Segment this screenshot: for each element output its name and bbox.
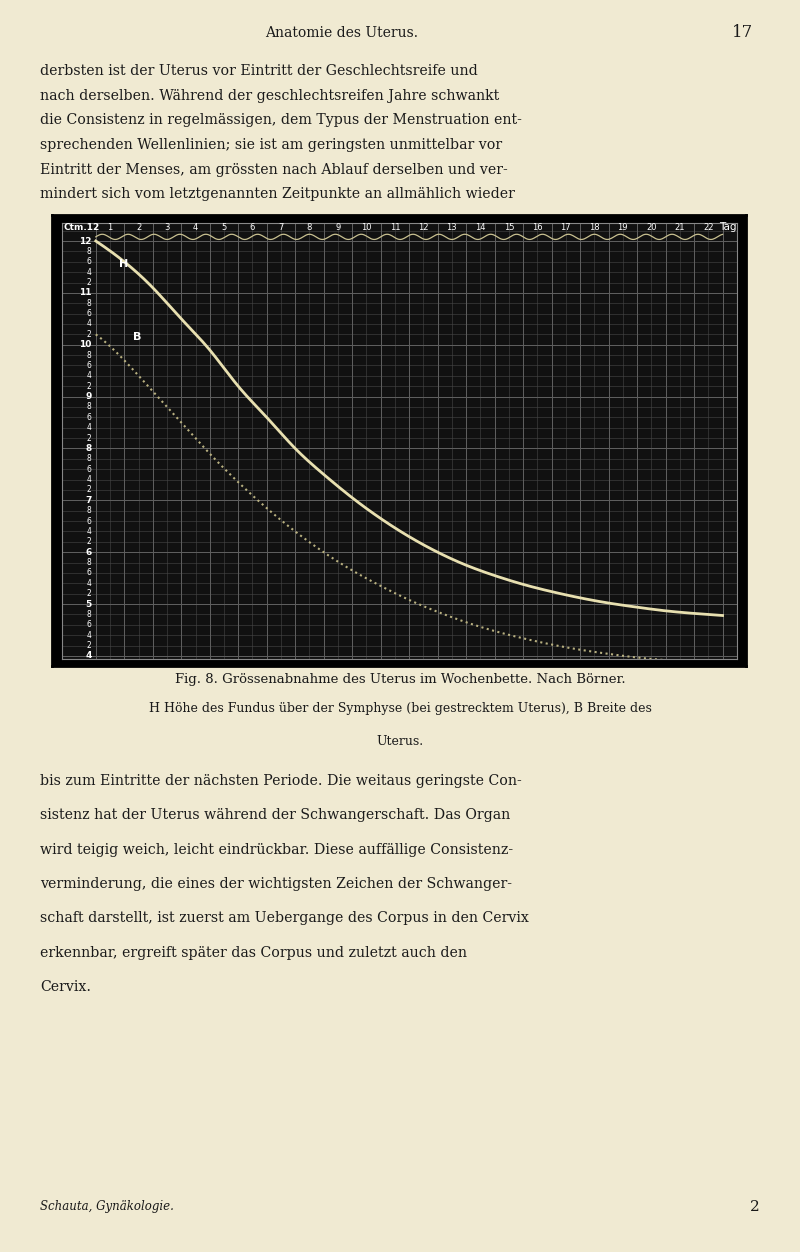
Text: Fig. 8. Grössenabnahme des Uterus im Wochenbette. Nach Börner.: Fig. 8. Grössenabnahme des Uterus im Woc… (174, 672, 626, 686)
Text: 11: 11 (79, 288, 91, 298)
Text: 8: 8 (86, 506, 91, 516)
Text: 4: 4 (193, 223, 198, 232)
Text: 2: 2 (86, 641, 91, 650)
Text: 2: 2 (86, 537, 91, 546)
Text: 12: 12 (79, 237, 91, 245)
Text: Uterus.: Uterus. (377, 735, 423, 749)
Text: 4: 4 (86, 372, 91, 381)
Text: H Höhe des Fundus über der Symphyse (bei gestrecktem Uterus), B Breite des: H Höhe des Fundus über der Symphyse (bei… (149, 701, 651, 715)
Text: 6: 6 (86, 257, 91, 267)
Text: bis zum Eintritte der nächsten Periode. Die weitaus geringste Con-: bis zum Eintritte der nächsten Periode. … (40, 774, 522, 788)
Text: 19: 19 (618, 223, 628, 232)
Text: 6: 6 (86, 309, 91, 318)
Text: 10: 10 (79, 341, 91, 349)
Text: 13: 13 (446, 223, 458, 232)
Text: 8: 8 (86, 454, 91, 463)
Text: Eintritt der Menses, am grössten nach Ablauf derselben und ver-: Eintritt der Menses, am grössten nach Ab… (40, 163, 508, 177)
Text: derbsten ist der Uterus vor Eintritt der Geschlechtsreife und: derbsten ist der Uterus vor Eintritt der… (40, 64, 478, 78)
Text: 22: 22 (703, 223, 714, 232)
Text: 8: 8 (86, 247, 91, 255)
Text: 6: 6 (86, 547, 91, 557)
Text: Cervix.: Cervix. (40, 980, 91, 994)
Text: sistenz hat der Uterus während der Schwangerschaft. Das Organ: sistenz hat der Uterus während der Schwa… (40, 809, 510, 823)
Text: 17: 17 (561, 223, 571, 232)
Text: 2: 2 (86, 590, 91, 598)
Text: nach derselben. Während der geschlechtsreifen Jahre schwankt: nach derselben. Während der geschlechtsr… (40, 89, 499, 103)
Text: 11: 11 (390, 223, 400, 232)
Text: schaft darstellt, ist zuerst am Uebergange des Corpus in den Cervix: schaft darstellt, ist zuerst am Uebergan… (40, 911, 529, 925)
Text: 9: 9 (85, 392, 91, 401)
Text: 8: 8 (86, 610, 91, 618)
Text: 4: 4 (86, 527, 91, 536)
Text: 4: 4 (86, 423, 91, 432)
Text: B: B (133, 332, 141, 342)
Text: 2: 2 (136, 223, 141, 232)
Text: 15: 15 (504, 223, 514, 232)
Text: 2: 2 (86, 329, 91, 339)
Text: 6: 6 (86, 361, 91, 371)
Text: H: H (118, 259, 128, 269)
Text: 6: 6 (86, 413, 91, 422)
Text: 2: 2 (86, 278, 91, 287)
Text: mindert sich vom letztgenannten Zeitpunkte an allmählich wieder: mindert sich vom letztgenannten Zeitpunk… (40, 188, 515, 202)
Text: 2: 2 (86, 382, 91, 391)
Text: 9: 9 (335, 223, 341, 232)
Text: 6: 6 (86, 464, 91, 473)
Text: 2: 2 (86, 433, 91, 443)
Text: 8: 8 (86, 299, 91, 308)
Text: verminderung, die eines der wichtigsten Zeichen der Schwanger-: verminderung, die eines der wichtigsten … (40, 876, 512, 891)
Text: 2: 2 (750, 1199, 760, 1214)
Text: 4: 4 (86, 631, 91, 640)
Text: sprechenden Wellenlinien; sie ist am geringsten unmittelbar vor: sprechenden Wellenlinien; sie ist am ger… (40, 138, 502, 151)
Text: 6: 6 (86, 517, 91, 526)
Text: 18: 18 (589, 223, 600, 232)
Text: 8: 8 (306, 223, 312, 232)
Text: 4: 4 (86, 578, 91, 588)
Text: 2: 2 (86, 486, 91, 495)
Text: 4: 4 (86, 475, 91, 485)
Text: 16: 16 (532, 223, 542, 232)
Text: 14: 14 (475, 223, 486, 232)
Text: 1: 1 (107, 223, 113, 232)
Text: 4: 4 (86, 319, 91, 328)
Text: 10: 10 (361, 223, 372, 232)
Text: 7: 7 (85, 496, 91, 505)
Text: 12: 12 (418, 223, 429, 232)
Text: 4: 4 (85, 651, 91, 661)
Text: 8: 8 (86, 558, 91, 567)
Text: Schauta, Gynäkologie.: Schauta, Gynäkologie. (40, 1201, 174, 1213)
Text: 8: 8 (86, 444, 91, 453)
Text: die Consistenz in regelmässigen, dem Typus der Menstruation ent-: die Consistenz in regelmässigen, dem Typ… (40, 114, 522, 128)
Text: 5: 5 (222, 223, 226, 232)
Text: Anatomie des Uterus.: Anatomie des Uterus. (265, 25, 418, 40)
Text: 20: 20 (646, 223, 657, 232)
Text: 6: 6 (86, 620, 91, 630)
Text: 17: 17 (732, 24, 754, 41)
Text: 7: 7 (278, 223, 284, 232)
Text: 6: 6 (86, 568, 91, 577)
Text: erkennbar, ergreift später das Corpus und zuletzt auch den: erkennbar, ergreift später das Corpus un… (40, 945, 467, 959)
Text: 5: 5 (86, 600, 91, 608)
Text: 8: 8 (86, 402, 91, 412)
Text: Tag: Tag (719, 222, 737, 232)
Text: 8: 8 (86, 351, 91, 359)
Text: 3: 3 (164, 223, 170, 232)
Text: 6: 6 (250, 223, 255, 232)
Text: Ctm.12: Ctm.12 (63, 223, 99, 232)
Text: wird teigig weich, leicht eindrückbar. Diese auffällige Consistenz-: wird teigig weich, leicht eindrückbar. D… (40, 843, 513, 856)
Text: 4: 4 (86, 268, 91, 277)
Text: 21: 21 (674, 223, 685, 232)
